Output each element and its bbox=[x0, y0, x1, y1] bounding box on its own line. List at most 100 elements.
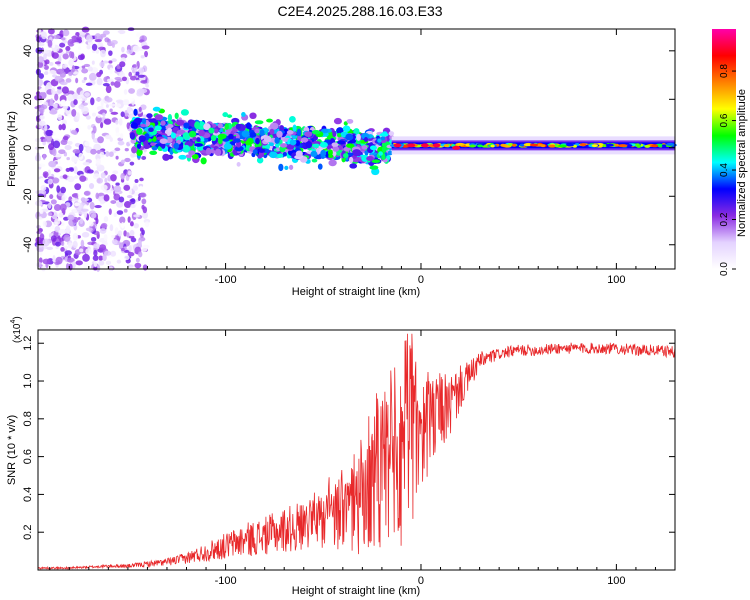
spectrogram-cell bbox=[235, 123, 241, 130]
spectrogram-cell bbox=[105, 134, 112, 140]
spectrogram-cell bbox=[113, 185, 122, 193]
y-tick-label: -20 bbox=[22, 188, 34, 204]
spectrogram-cell bbox=[328, 159, 337, 167]
spectrogram-cell bbox=[121, 36, 126, 42]
spectrogram-cell bbox=[108, 60, 113, 64]
x-tick-label: 100 bbox=[607, 274, 625, 286]
x-tick-label: -100 bbox=[215, 575, 237, 587]
spectrogram-cell bbox=[148, 127, 154, 133]
spectrogram-cell bbox=[52, 132, 56, 136]
spectrogram-cell bbox=[54, 93, 59, 101]
spectrogram-cell bbox=[381, 145, 387, 153]
spectrogram-cell bbox=[132, 185, 139, 191]
spectrogram-cell bbox=[48, 160, 57, 168]
spectrogram-cell bbox=[65, 263, 70, 270]
spectrogram-cell bbox=[53, 103, 58, 109]
spectrogram-cell bbox=[311, 158, 318, 163]
spectrogram-cell bbox=[80, 239, 85, 248]
spectrogram-cell bbox=[35, 236, 42, 244]
spectrogram-cell bbox=[106, 78, 114, 83]
spectrogram-cell bbox=[46, 246, 54, 251]
spectrogram-cell bbox=[61, 64, 68, 69]
spectrogram-cell bbox=[83, 191, 91, 196]
spectrogram-cell bbox=[140, 79, 148, 84]
spectrogram-cell bbox=[102, 83, 110, 87]
spectrogram-cell bbox=[105, 97, 113, 103]
spectrogram-cell bbox=[47, 176, 54, 180]
spectrogram-cell bbox=[136, 148, 143, 157]
spectrogram-cell bbox=[136, 128, 143, 135]
spectrogram-cell bbox=[98, 46, 106, 51]
spectrogram-cell bbox=[548, 144, 557, 148]
spectrogram-cell bbox=[78, 152, 84, 160]
spectrogram-cell bbox=[85, 227, 93, 232]
spectrogram-cell bbox=[144, 50, 148, 58]
spectrogram-cell bbox=[137, 74, 145, 78]
spectrogram-cell bbox=[128, 245, 132, 252]
spectrogram-cell bbox=[49, 62, 54, 66]
spectrogram-cell bbox=[85, 248, 92, 255]
snr-series bbox=[37, 333, 676, 571]
spectrogram-cell bbox=[347, 152, 354, 157]
spectrogram-cell bbox=[120, 221, 125, 229]
spectrogram-cell bbox=[58, 149, 66, 155]
spectrogram-cell bbox=[159, 138, 168, 144]
spectrogram-cell bbox=[215, 148, 222, 156]
spectrogram-cell bbox=[132, 64, 137, 68]
spectrogram-cell bbox=[57, 114, 63, 121]
spectrogram-cell bbox=[49, 109, 58, 115]
spectrogram-cell bbox=[143, 143, 151, 150]
spectrogram-cell bbox=[103, 194, 110, 202]
spectrogram-cell bbox=[332, 130, 337, 138]
spectrogram-cell bbox=[63, 234, 71, 242]
spectrogram-cell bbox=[342, 153, 349, 159]
spectrogram-cell bbox=[77, 190, 82, 199]
spectrogram-hotspot bbox=[432, 143, 441, 148]
spectrogram-cell bbox=[130, 122, 138, 129]
spectrogram-cell bbox=[180, 109, 189, 116]
spectrogram-cell bbox=[100, 222, 108, 229]
spectrogram-cell bbox=[477, 144, 483, 148]
snr-x-label: Height of straight line (km) bbox=[292, 585, 420, 597]
spectrogram-cell bbox=[129, 161, 135, 166]
spectrogram-cell bbox=[117, 140, 125, 146]
spectrogram-cell bbox=[115, 126, 120, 134]
x-tick-label: 0 bbox=[418, 274, 424, 286]
spectrogram-cell bbox=[40, 184, 47, 191]
spectrogram-cell bbox=[58, 124, 63, 131]
spectrogram-cell bbox=[200, 157, 207, 165]
spectrogram-cell bbox=[54, 61, 61, 65]
spectrogram-cell bbox=[167, 127, 172, 133]
spectrogram-cell bbox=[47, 178, 53, 185]
spectrogram-cell bbox=[268, 142, 274, 147]
spectrogram-cell bbox=[36, 36, 41, 43]
spectrogram-cell bbox=[117, 29, 126, 35]
spectrogram-cell bbox=[73, 99, 78, 106]
spectrogram-cell bbox=[64, 250, 72, 256]
spectrogram-cell bbox=[65, 45, 71, 52]
spectrogram-cell bbox=[269, 128, 275, 135]
spectrogram-cell bbox=[60, 37, 66, 41]
spectrogram-cell bbox=[138, 135, 146, 143]
spectrogram-cell bbox=[62, 29, 70, 37]
spectrogram-cell bbox=[132, 45, 140, 53]
spectrogram-cell bbox=[91, 112, 97, 117]
spectrogram-cell bbox=[67, 214, 75, 221]
spectrogram-cell bbox=[108, 103, 116, 107]
spectrogram-cell bbox=[162, 153, 170, 161]
y-tick-label: 40 bbox=[22, 45, 34, 57]
spectrogram-cell bbox=[93, 143, 101, 152]
spectrogram-cell bbox=[42, 49, 50, 54]
snr-line bbox=[37, 333, 676, 571]
spectrogram-cell bbox=[279, 143, 288, 148]
spectrogram-cell bbox=[146, 113, 153, 119]
spectrogram-cell bbox=[167, 113, 173, 122]
spectrogram-cell bbox=[152, 106, 161, 112]
spectrogram-cell bbox=[38, 257, 43, 264]
spectrogram-cell bbox=[91, 43, 98, 51]
spectrogram-cell bbox=[85, 82, 93, 86]
spectrogram-cell bbox=[170, 132, 176, 139]
spectrogram-hotspot bbox=[393, 143, 402, 148]
spectrogram-cell bbox=[296, 128, 302, 137]
spectrogram-cell bbox=[113, 212, 117, 217]
